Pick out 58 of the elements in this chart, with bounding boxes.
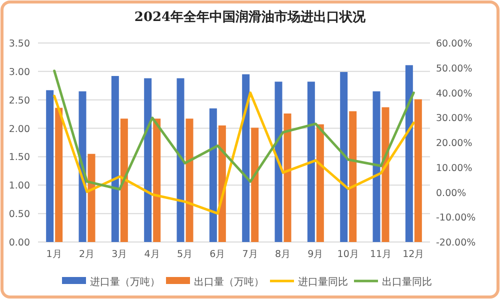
line-series [53, 92, 415, 215]
bar [316, 124, 324, 242]
y2-tick-label: 0.00% [436, 188, 466, 199]
y2-tick-label: 10.00% [436, 162, 472, 174]
y-tick-label: 0.50 [8, 209, 30, 220]
bar [251, 128, 259, 242]
y2-tick-label: -20.00% [436, 238, 476, 248]
y2-tick-label: -10.00% [436, 212, 476, 224]
bar [209, 108, 217, 242]
bar [307, 82, 315, 242]
line-series [53, 70, 415, 191]
x-tick-label: 6月 [210, 249, 226, 260]
x-tick-label: 8月 [274, 249, 292, 260]
y-tick-label: 2.50 [8, 95, 30, 106]
y-tick-label: 2.00 [8, 124, 30, 135]
bar [340, 72, 348, 242]
legend-label: 进口量（万吨） [90, 276, 160, 288]
bar [55, 108, 63, 242]
x-tick-label: 4月 [144, 249, 160, 260]
bar [46, 90, 54, 242]
y2-tick-label: 30.00% [436, 113, 472, 124]
x-tick-label: 3月 [112, 249, 128, 260]
x-tick-label: 2月 [78, 249, 96, 260]
x-tick-label: 12月 [402, 249, 425, 260]
y-tick-label: 0.00 [8, 238, 30, 248]
y-tick-label: 3.50 [8, 38, 30, 50]
bar [144, 78, 152, 242]
x-tick-label: 11月 [370, 249, 392, 260]
bar [176, 78, 184, 242]
bar [414, 99, 422, 242]
bar [88, 154, 96, 242]
bar [284, 114, 292, 242]
y2-tick-label: 60.00% [436, 38, 472, 50]
legend-label: 进口量同比 [298, 276, 348, 288]
bar [274, 82, 282, 242]
x-tick-label: 9月 [308, 249, 324, 260]
chart-title: 2024年全年中国润滑油市场进出口状况 [134, 9, 367, 25]
bar [372, 91, 380, 242]
legend-label: 出口量（万吨） [194, 276, 264, 288]
bar [186, 118, 194, 242]
bar [111, 76, 119, 242]
bar [349, 111, 357, 242]
x-tick-label: 10月 [337, 249, 360, 260]
x-tick-label: 1月 [46, 249, 62, 260]
y2-tick-label: 20.00% [436, 138, 472, 149]
bar [382, 107, 390, 242]
bar [153, 118, 161, 242]
y2-tick-label: 40.00% [436, 88, 472, 100]
bar [405, 65, 413, 242]
x-tick-label: 5月 [176, 249, 194, 260]
y2-tick-label: 50.00% [436, 63, 472, 74]
y-tick-label: 3.00 [8, 66, 30, 78]
x-tick-label: 7月 [242, 249, 258, 260]
bar [120, 118, 128, 242]
bar [242, 74, 250, 242]
legend-label: 出口量同比 [382, 276, 432, 288]
y-tick-label: 1.00 [8, 180, 30, 192]
y-tick-label: 1.50 [8, 152, 30, 164]
